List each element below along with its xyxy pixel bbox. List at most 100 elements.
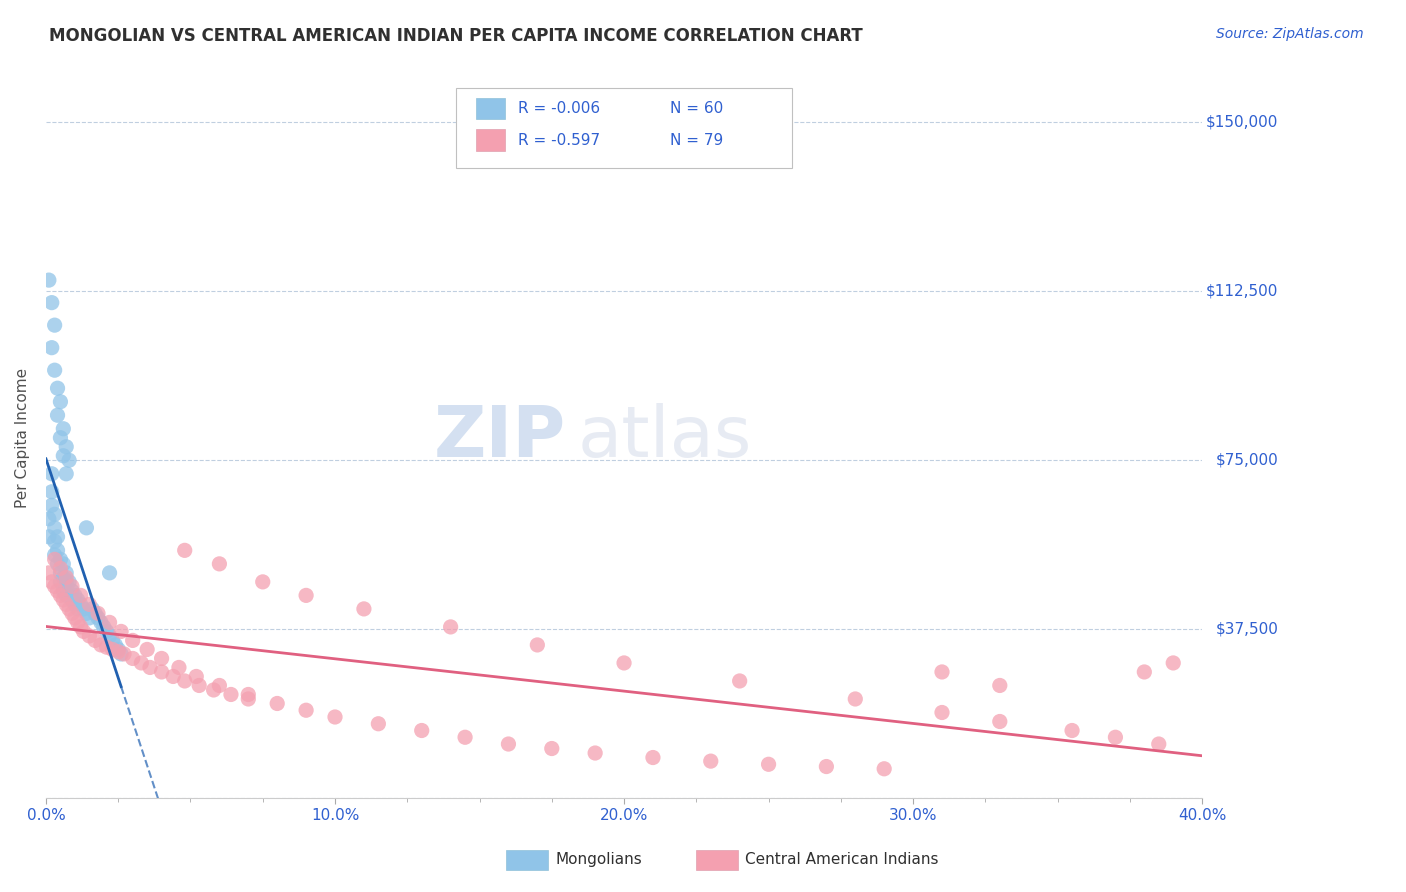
- Point: [49, 574, 72, 589]
- Point: [1161, 656, 1184, 670]
- Point: [44, 363, 66, 377]
- Point: [49, 588, 72, 602]
- Point: [46, 583, 69, 598]
- Point: [90, 615, 112, 630]
- Point: [988, 678, 1011, 692]
- Point: [49, 566, 72, 580]
- Point: [69, 620, 91, 634]
- Point: [49, 552, 72, 566]
- Point: [844, 692, 866, 706]
- Point: [98, 629, 121, 643]
- Bar: [477, 129, 505, 151]
- Point: [90, 638, 112, 652]
- Point: [540, 741, 562, 756]
- Point: [411, 723, 433, 738]
- Point: [41, 574, 63, 589]
- Point: [121, 651, 143, 665]
- Point: [69, 588, 91, 602]
- Point: [219, 688, 242, 702]
- Point: [98, 566, 121, 580]
- Point: [367, 716, 389, 731]
- Point: [101, 642, 124, 657]
- Point: [238, 692, 260, 706]
- Point: [440, 620, 463, 634]
- Point: [63, 588, 86, 602]
- Point: [112, 647, 135, 661]
- Point: [46, 543, 69, 558]
- Point: [87, 607, 110, 621]
- Point: [49, 561, 72, 575]
- FancyBboxPatch shape: [457, 88, 792, 168]
- Point: [49, 431, 72, 445]
- Point: [208, 557, 231, 571]
- Point: [60, 579, 83, 593]
- Point: [526, 638, 548, 652]
- Point: [41, 341, 63, 355]
- Point: [96, 624, 118, 639]
- Point: [60, 583, 83, 598]
- Point: [186, 669, 208, 683]
- Text: $112,500: $112,500: [1206, 284, 1278, 299]
- Point: [1104, 731, 1126, 745]
- Point: [150, 651, 173, 665]
- Point: [84, 607, 107, 621]
- Point: [38, 530, 60, 544]
- Point: [44, 521, 66, 535]
- Point: [79, 598, 101, 612]
- Point: [44, 579, 66, 593]
- Point: [79, 629, 101, 643]
- Point: [188, 678, 211, 692]
- Point: [60, 607, 83, 621]
- Point: [75, 521, 97, 535]
- Point: [150, 665, 173, 679]
- Point: [208, 678, 231, 692]
- Text: N = 60: N = 60: [671, 101, 724, 116]
- Point: [162, 669, 184, 683]
- Point: [55, 467, 77, 481]
- Point: [52, 557, 75, 571]
- Point: [98, 615, 121, 630]
- Point: [110, 647, 132, 661]
- Point: [136, 642, 159, 657]
- Point: [41, 295, 63, 310]
- Point: [75, 607, 97, 621]
- Point: [84, 633, 107, 648]
- Point: [96, 640, 118, 655]
- Point: [641, 750, 664, 764]
- Point: [295, 703, 318, 717]
- Point: [931, 706, 953, 720]
- Point: [63, 598, 86, 612]
- Point: [52, 449, 75, 463]
- Point: [82, 602, 104, 616]
- Point: [55, 570, 77, 584]
- Point: [44, 534, 66, 549]
- Point: [758, 757, 780, 772]
- Point: [41, 498, 63, 512]
- Text: N = 79: N = 79: [671, 133, 724, 148]
- Point: [38, 512, 60, 526]
- Point: [121, 633, 143, 648]
- Point: [131, 656, 153, 670]
- Point: [353, 602, 375, 616]
- Point: [323, 710, 346, 724]
- Point: [46, 409, 69, 423]
- Point: [238, 688, 260, 702]
- Point: [583, 746, 606, 760]
- Point: [613, 656, 636, 670]
- Point: [873, 762, 896, 776]
- Point: [38, 273, 60, 287]
- Point: [107, 642, 129, 657]
- Point: [139, 660, 162, 674]
- Point: [55, 566, 77, 580]
- Point: [266, 697, 288, 711]
- Text: Central American Indians: Central American Indians: [745, 853, 939, 867]
- Point: [46, 557, 69, 571]
- Point: [55, 574, 77, 589]
- Point: [55, 588, 77, 602]
- Text: $37,500: $37,500: [1216, 622, 1278, 637]
- Point: [107, 645, 129, 659]
- Point: [58, 588, 80, 602]
- Text: $150,000: $150,000: [1206, 115, 1278, 130]
- Point: [44, 508, 66, 522]
- Point: [52, 422, 75, 436]
